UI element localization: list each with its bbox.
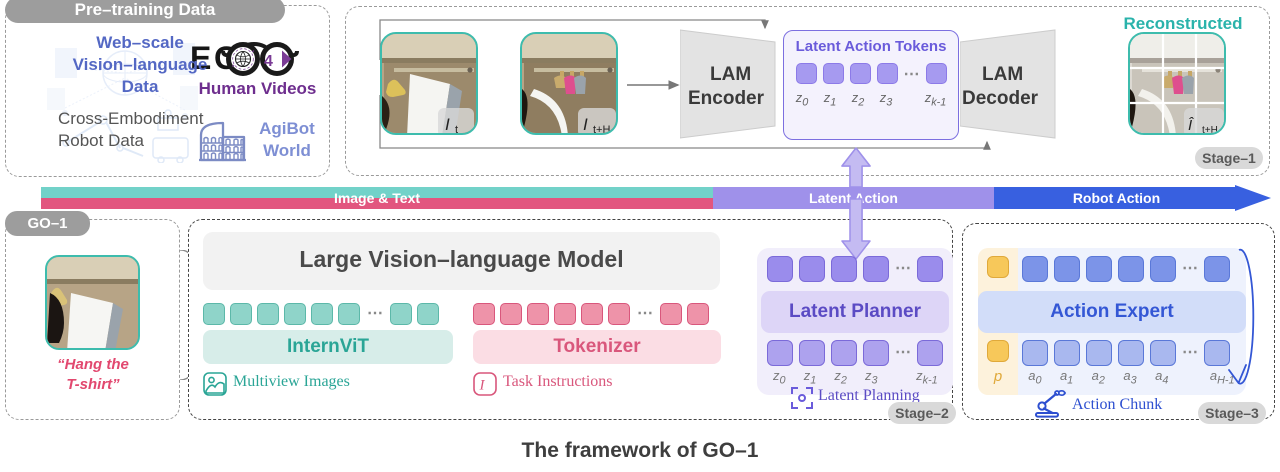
svg-text:t: t	[455, 124, 458, 135]
svg-text:I: I	[479, 378, 486, 394]
svg-text:I: I	[583, 115, 588, 134]
svg-text:t+H: t+H	[593, 124, 610, 135]
svg-text:Decoder: Decoder	[962, 88, 1039, 109]
svg-text:I: I	[445, 115, 450, 134]
svg-text:LAM: LAM	[710, 64, 751, 85]
svg-text:LAM: LAM	[982, 64, 1023, 85]
svg-text:Encoder: Encoder	[688, 88, 765, 109]
svg-text:t+H: t+H	[1202, 125, 1218, 135]
